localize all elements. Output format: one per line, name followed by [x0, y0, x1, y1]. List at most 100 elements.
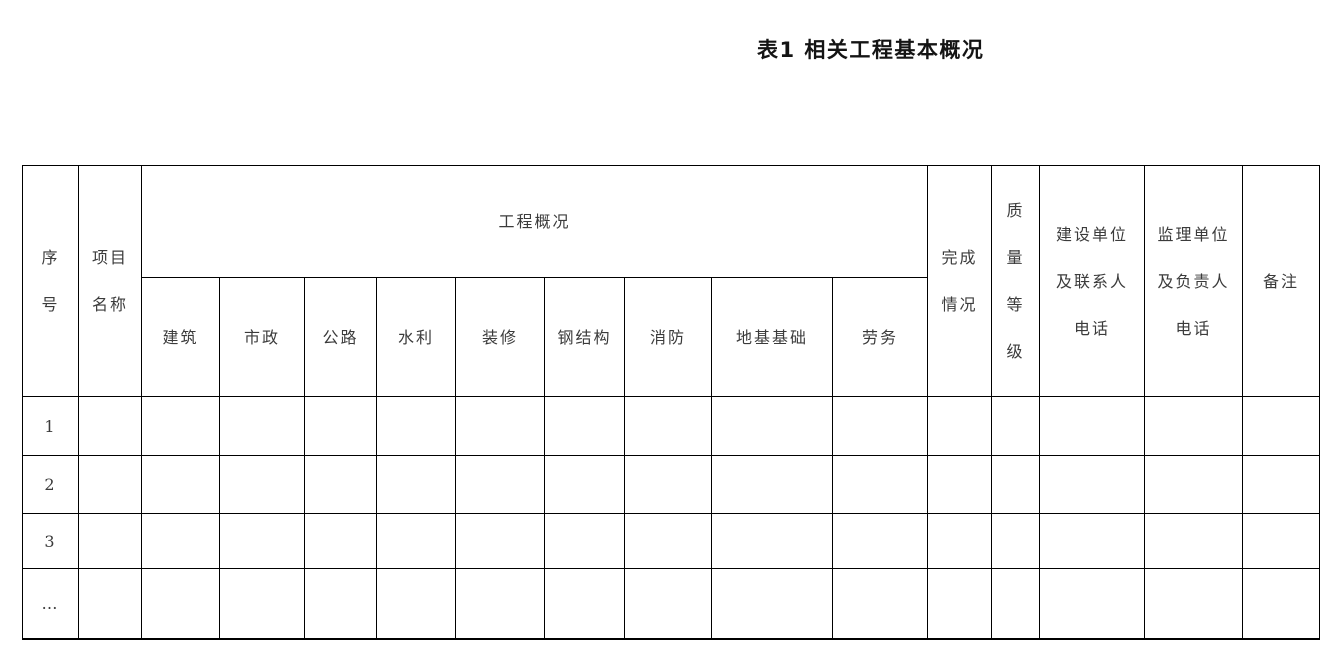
header-line: 号: [41, 295, 60, 314]
cell-empty: [831, 455, 929, 514]
header-cell-remarks: 备注: [1242, 165, 1321, 397]
cell-empty: [1242, 455, 1321, 514]
header-cell-decoration: 装修: [455, 277, 545, 397]
cell-empty: [927, 568, 993, 640]
cell-empty: [1242, 568, 1321, 640]
cell-empty: [141, 396, 220, 456]
cell-empty: [1039, 396, 1146, 456]
table-row: 2: [22, 455, 1321, 514]
cell-empty: [78, 513, 142, 569]
table-title: 表1 相关工程基本概况: [757, 38, 985, 62]
header-line: 情况: [941, 295, 978, 314]
cell-empty: [304, 568, 377, 640]
table-row: 1: [22, 396, 1321, 456]
cell-empty: [455, 455, 545, 514]
header-cell-fire-protection: 消防: [624, 277, 712, 397]
cell-empty: [141, 568, 220, 640]
header-line: 及负责人: [1157, 271, 1230, 291]
cell-empty: [927, 513, 993, 569]
header-line: 电话: [1175, 318, 1212, 338]
projects-overview-table: 序 号 项目 名称 工程概况 完成 情况 质 量 等 级 建设单位 及联系人 电…: [22, 165, 1321, 640]
cell-empty: [624, 568, 712, 640]
cell-empty: [624, 455, 712, 514]
header-cell-project-name: 项目 名称: [78, 165, 142, 397]
cell-empty: [831, 513, 929, 569]
cell-serial: …: [22, 568, 79, 640]
cell-empty: [376, 455, 456, 514]
cell-empty: [78, 455, 142, 514]
header-cell-building: 建筑: [141, 277, 220, 397]
cell-serial: 3: [22, 513, 79, 569]
cell-empty: [141, 513, 220, 569]
header-cell-water-conservancy: 水利: [376, 277, 456, 397]
header-cell-municipal: 市政: [219, 277, 305, 397]
cell-empty: [711, 455, 833, 514]
cell-empty: [991, 568, 1041, 640]
header-line: 等: [1006, 295, 1025, 314]
header-line: 项目: [91, 248, 128, 267]
cell-empty: [219, 396, 305, 456]
header-row-top: 序 号 项目 名称 工程概况 完成 情况 质 量 等 级 建设单位 及联系人 电…: [22, 165, 1321, 397]
cell-empty: [376, 513, 456, 569]
header-line: 建设单位: [1056, 224, 1129, 244]
cell-empty: [1039, 513, 1146, 569]
header-line: 质: [1006, 201, 1025, 220]
header-cell-labor-service: 劳务: [831, 277, 929, 397]
header-cell-steel-structure: 钢结构: [544, 277, 625, 397]
cell-empty: [1144, 513, 1244, 569]
cell-empty: [991, 513, 1041, 569]
cell-empty: [455, 513, 545, 569]
cell-empty: [1144, 396, 1244, 456]
cell-empty: [304, 455, 377, 514]
header-line: 序: [41, 248, 60, 267]
cell-empty: [624, 396, 712, 456]
cell-empty: [624, 513, 712, 569]
header-cell-project-overview-group: 工程概况: [140, 165, 929, 278]
cell-empty: [78, 396, 142, 456]
cell-empty: [544, 455, 625, 514]
cell-empty: [927, 396, 993, 456]
table-row: …: [22, 568, 1321, 640]
cell-empty: [711, 396, 833, 456]
cell-empty: [544, 396, 625, 456]
header-line: 及联系人: [1056, 271, 1129, 291]
cell-empty: [304, 396, 377, 456]
cell-empty: [927, 455, 993, 514]
header-row-sub: 建筑 市政 公路 水利 装修 钢结构 消防 地基基础 劳务: [23, 277, 1320, 397]
cell-empty: [831, 568, 929, 640]
cell-empty: [1039, 568, 1146, 640]
cell-empty: [455, 396, 545, 456]
header-cell-construction-unit-contact: 建设单位 及联系人 电话: [1039, 165, 1146, 397]
header-cell-serial: 序 号: [22, 165, 79, 397]
header-line: 量: [1006, 248, 1025, 267]
cell-empty: [219, 568, 305, 640]
header-line: 名称: [91, 295, 128, 314]
cell-empty: [544, 568, 625, 640]
header-cell-quality-grade: 质 量 等 级: [991, 165, 1041, 397]
table-row: 3: [22, 513, 1321, 569]
cell-serial: 2: [22, 455, 79, 514]
cell-empty: [544, 513, 625, 569]
cell-empty: [304, 513, 377, 569]
header-cell-foundation: 地基基础: [711, 277, 833, 397]
header-line: 监理单位: [1157, 224, 1230, 244]
header-line: 级: [1006, 342, 1025, 361]
cell-empty: [78, 568, 142, 640]
cell-empty: [1242, 396, 1321, 456]
header-line: 电话: [1074, 318, 1111, 338]
cell-serial: 1: [22, 396, 79, 456]
cell-empty: [141, 455, 220, 514]
cell-empty: [991, 455, 1041, 514]
header-line: 完成: [941, 248, 978, 267]
cell-empty: [1242, 513, 1321, 569]
cell-empty: [376, 568, 456, 640]
cell-empty: [711, 568, 833, 640]
cell-empty: [219, 455, 305, 514]
cell-empty: [711, 513, 833, 569]
cell-empty: [455, 568, 545, 640]
cell-empty: [1144, 568, 1244, 640]
header-cell-highway: 公路: [304, 277, 377, 397]
cell-empty: [219, 513, 305, 569]
header-cell-completion-status: 完成 情况: [927, 165, 993, 397]
